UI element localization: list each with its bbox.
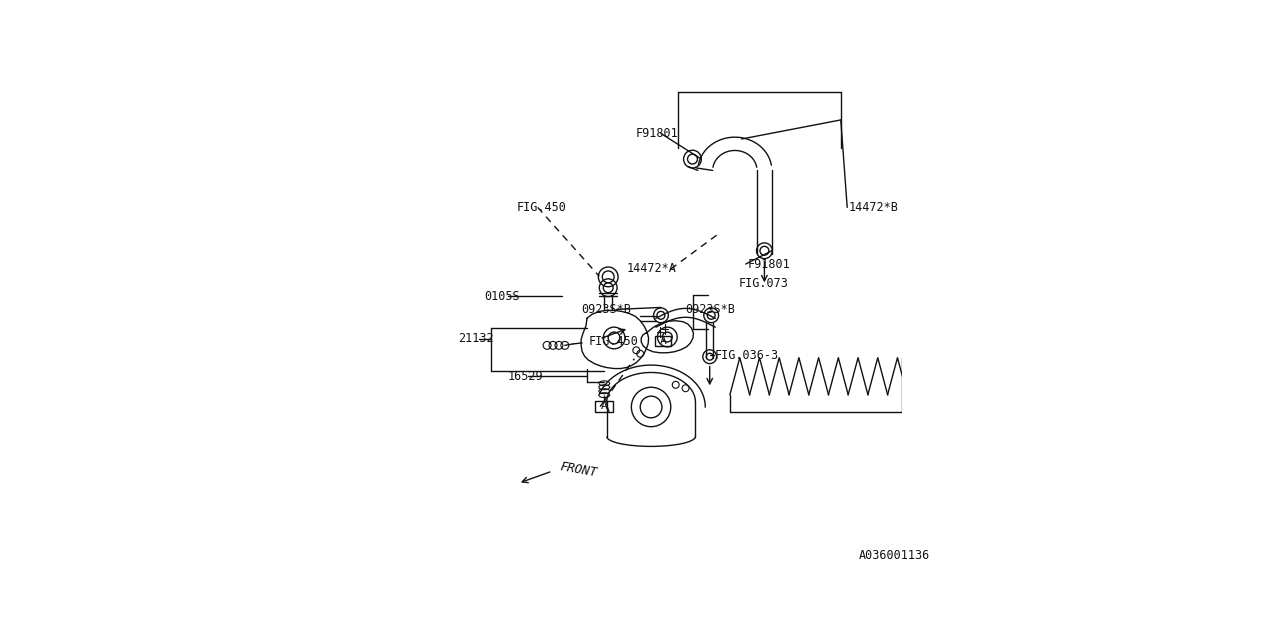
Text: A036001136: A036001136 xyxy=(859,549,931,563)
Text: FIG.450: FIG.450 xyxy=(589,335,639,348)
Text: FIG.073: FIG.073 xyxy=(739,277,788,291)
Text: FRONT: FRONT xyxy=(558,460,598,480)
Text: FIG.450: FIG.450 xyxy=(517,201,567,214)
Bar xyxy=(595,401,613,412)
Text: F91801: F91801 xyxy=(635,127,678,140)
Text: 0923S*B: 0923S*B xyxy=(686,303,736,316)
Text: 16529: 16529 xyxy=(507,370,543,383)
Text: 0923S*B: 0923S*B xyxy=(581,303,631,316)
Text: FIG.036-3: FIG.036-3 xyxy=(714,349,778,362)
Text: 14472*B: 14472*B xyxy=(849,201,899,214)
Text: 14472*A: 14472*A xyxy=(626,262,676,275)
Text: A: A xyxy=(600,401,608,412)
Text: F91801: F91801 xyxy=(748,257,790,271)
Bar xyxy=(655,335,671,346)
Text: 21132: 21132 xyxy=(458,332,494,346)
Text: 0105S: 0105S xyxy=(485,289,520,303)
Text: A: A xyxy=(659,336,667,346)
